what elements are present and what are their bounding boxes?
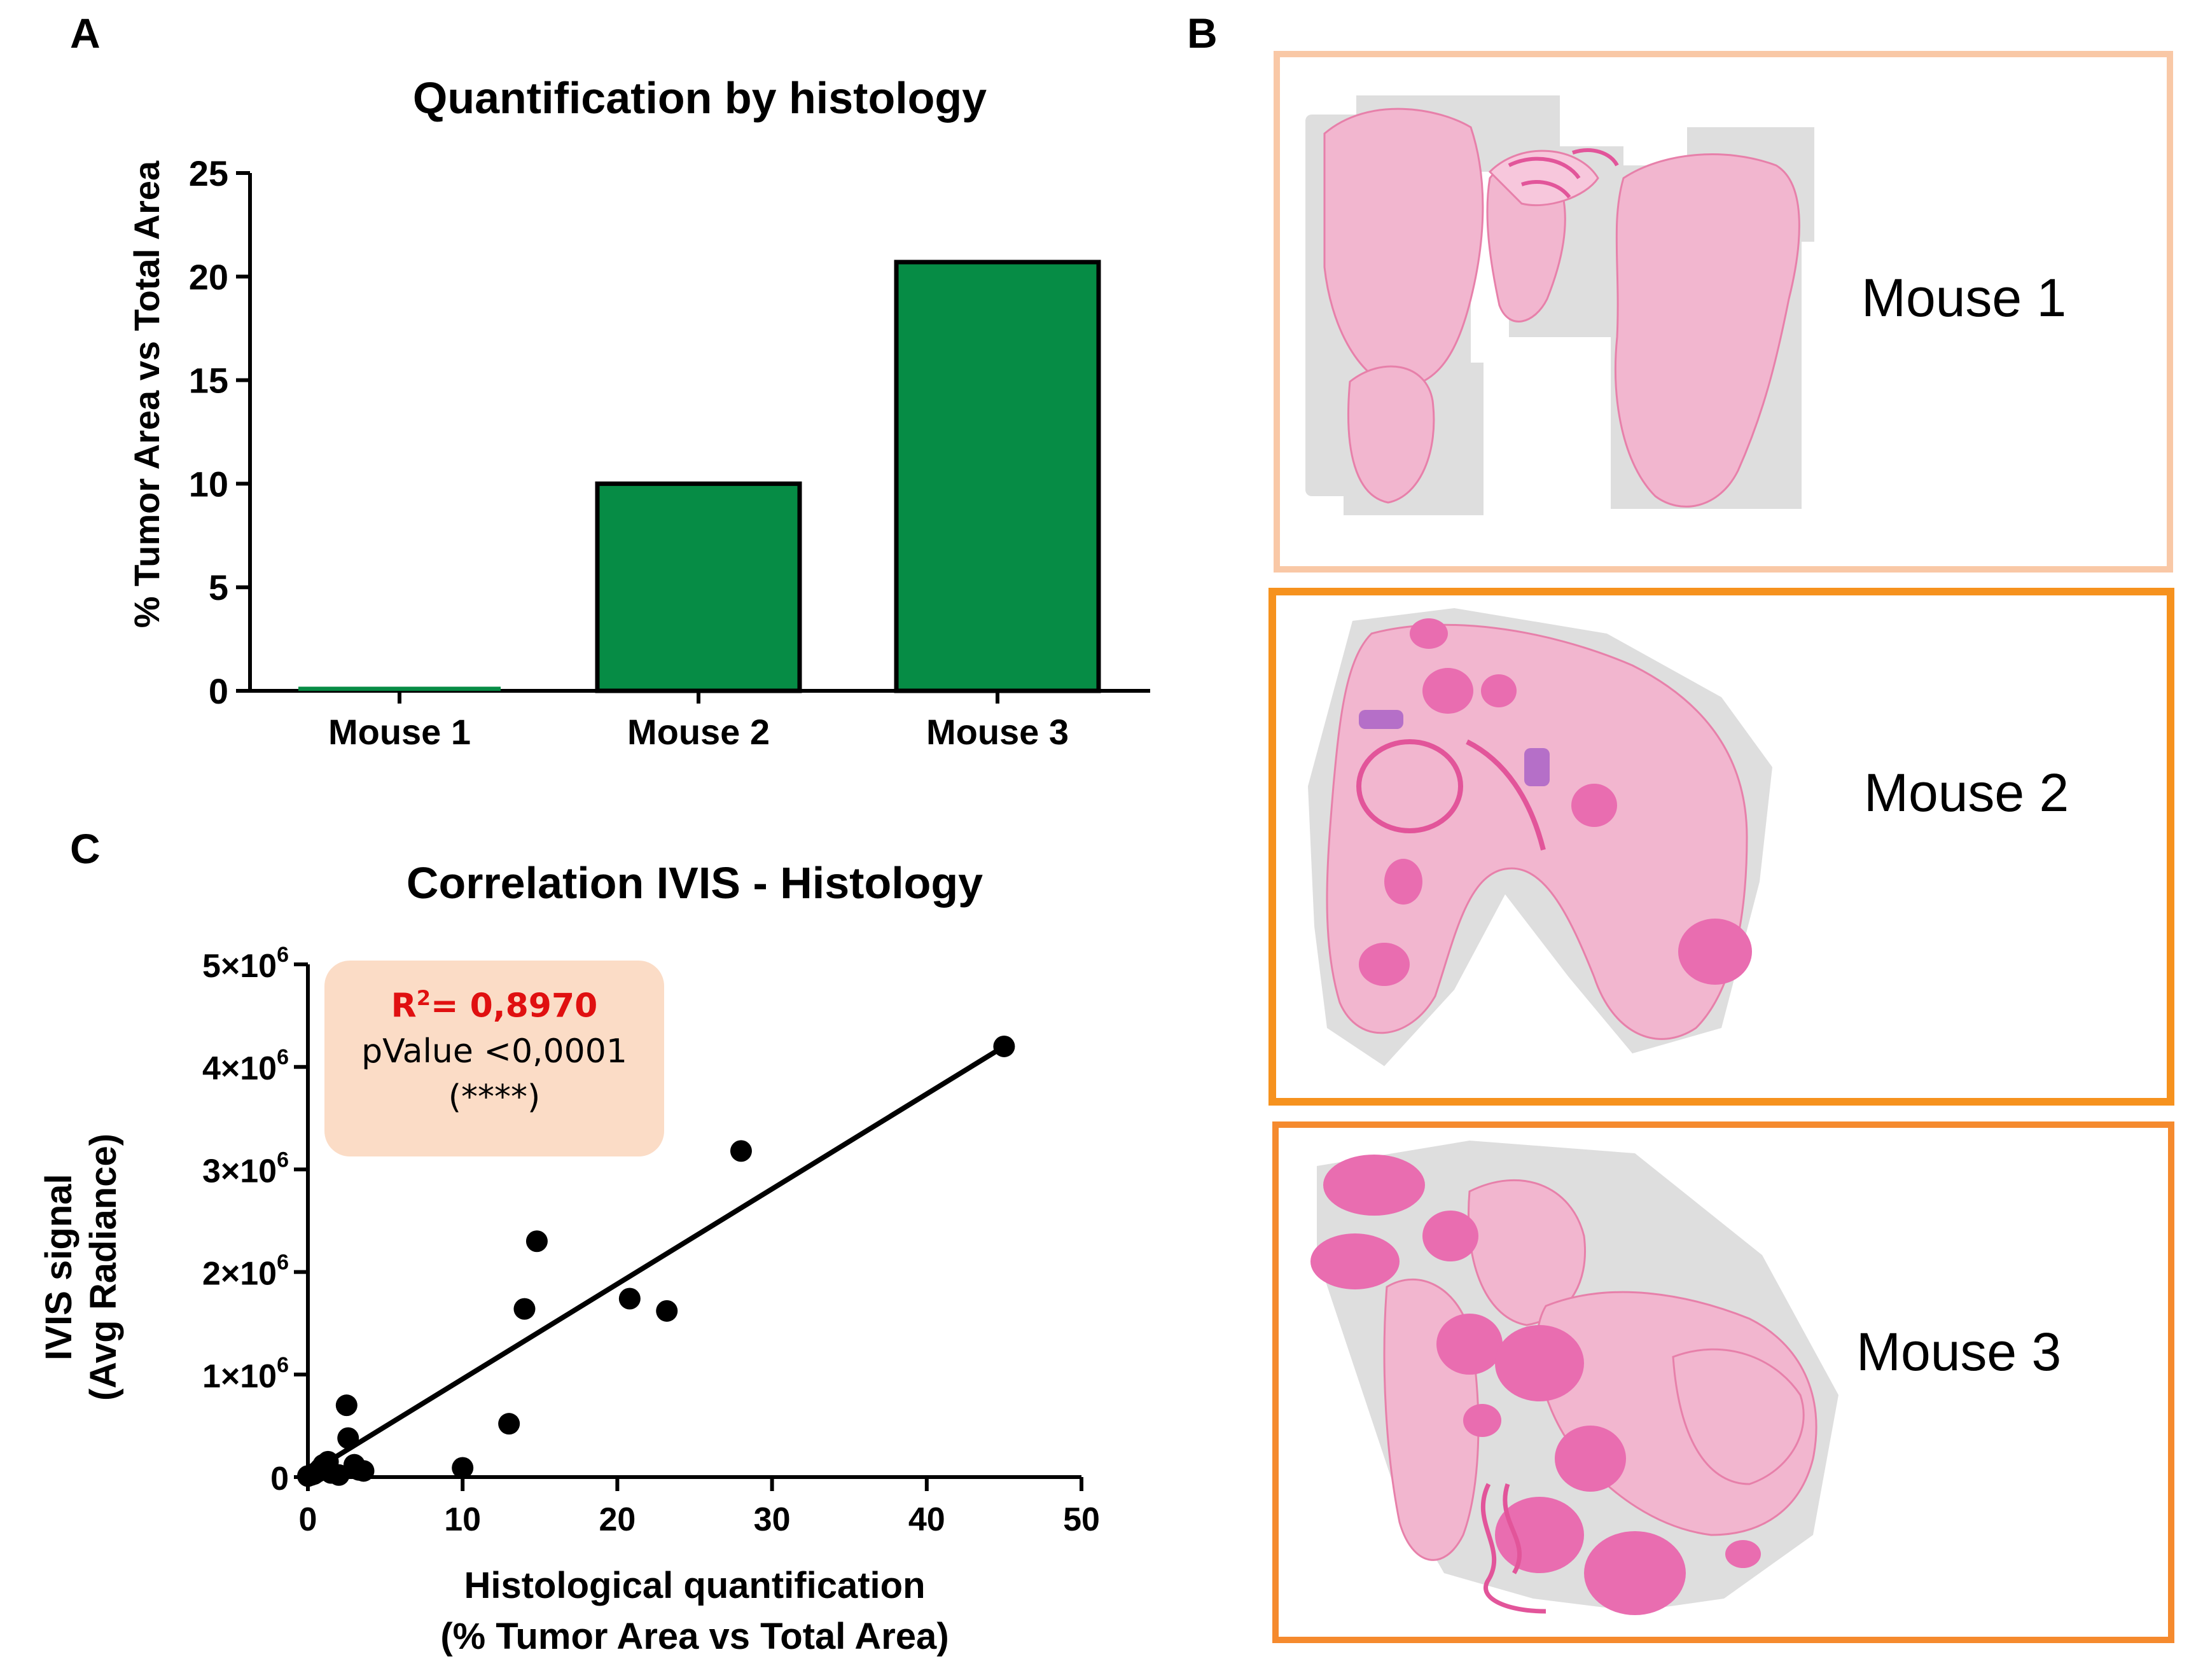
bar-chart-ylabel: % Tumor Area vs Total Area — [127, 160, 167, 628]
scatter-point — [993, 1035, 1015, 1057]
scatter-chart-xlabel-line2: (% Tumor Area vs Total Area) — [440, 1616, 949, 1657]
histology-frame-mouse-3: Mouse 3 — [1272, 1121, 2174, 1643]
statistics-box: R2= 0,8970 pValue <0,0001 (****) — [324, 961, 664, 1156]
scatter-xtick-label: 40 — [908, 1501, 945, 1538]
bar-chart-title: Quantification by histology — [413, 73, 987, 123]
histology-image-mouse-2 — [1308, 608, 1772, 1066]
scatter-chart: Correlation IVIS - Histology IVIS signal… — [38, 858, 1100, 1657]
bar-chart-ytick-label: 5 — [209, 567, 228, 607]
scatter-chart-title: Correlation IVIS - Histology — [407, 858, 983, 908]
bar-chart-ytick-label: 0 — [209, 671, 228, 711]
bar-chart-ytick-label: 25 — [189, 153, 228, 193]
scatter-point — [452, 1457, 474, 1479]
scatter-ytick-label: 3×106 — [202, 1148, 289, 1190]
scatter-ytick-label: 1×106 — [202, 1353, 289, 1395]
p-value-text: pValue <0,0001 — [361, 1032, 627, 1071]
significance-stars: (****) — [448, 1078, 541, 1117]
histology-image-mouse-3 — [1310, 1141, 1838, 1615]
scatter-ytick-label: 5×106 — [202, 943, 289, 985]
scatter-point — [337, 1427, 359, 1449]
scatter-chart-ylabel-line2: (Avg Radiance) — [83, 1134, 124, 1401]
regression-line — [306, 1044, 1006, 1476]
scatter-point — [328, 1464, 350, 1486]
mouse-3-label: Mouse 3 — [1856, 1322, 2062, 1382]
bar-3 — [894, 260, 1101, 693]
scatter-ytick-label: 0 — [270, 1461, 289, 1497]
scatter-point — [525, 1230, 548, 1253]
scatter-ytick-label: 2×106 — [202, 1251, 289, 1293]
bar-chart-category-label: Mouse 1 — [328, 712, 471, 752]
scatter-point — [513, 1298, 536, 1320]
scatter-point — [618, 1288, 641, 1310]
histology-frame-mouse-2: Mouse 2 — [1268, 588, 2174, 1106]
panel-label-a: A — [70, 10, 101, 57]
scatter-point — [730, 1140, 752, 1162]
bar-chart-category-label: Mouse 3 — [926, 712, 1069, 752]
bar-chart: Quantification by histology % Tumor Area… — [127, 73, 1150, 752]
scatter-chart-xlabel-line1: Histological quantification — [464, 1565, 925, 1606]
mouse-1-label: Mouse 1 — [1861, 268, 2067, 328]
scatter-xtick-label: 10 — [444, 1501, 481, 1538]
bar-chart-ytick-label: 20 — [189, 257, 228, 297]
scatter-xtick-label: 30 — [754, 1501, 791, 1538]
scatter-point — [498, 1413, 520, 1435]
scatter-xtick-label: 50 — [1063, 1501, 1100, 1538]
bar-chart-ytick-label: 15 — [189, 361, 228, 401]
scatter-point — [352, 1460, 375, 1482]
scatter-point — [335, 1394, 358, 1417]
panel-label-c: C — [70, 825, 101, 872]
scatter-xtick-label: 0 — [299, 1501, 317, 1538]
r-squared-text: R2= 0,8970 — [391, 986, 598, 1025]
bar-1 — [298, 686, 501, 691]
scatter-point — [656, 1300, 678, 1322]
histology-frame-mouse-1: Mouse 1 — [1274, 51, 2173, 573]
bar-2 — [595, 481, 802, 693]
panel-label-b: B — [1187, 10, 1218, 57]
histology-image-mouse-1 — [1305, 95, 1814, 515]
scatter-chart-ylabel-line1: IVIS signal — [38, 1174, 80, 1360]
bar-chart-ytick-label: 10 — [189, 464, 228, 504]
mouse-2-label: Mouse 2 — [1864, 763, 2069, 823]
bar-chart-category-label: Mouse 2 — [627, 712, 770, 752]
scatter-xtick-label: 20 — [599, 1501, 636, 1538]
scatter-ytick-label: 4×106 — [202, 1045, 289, 1087]
